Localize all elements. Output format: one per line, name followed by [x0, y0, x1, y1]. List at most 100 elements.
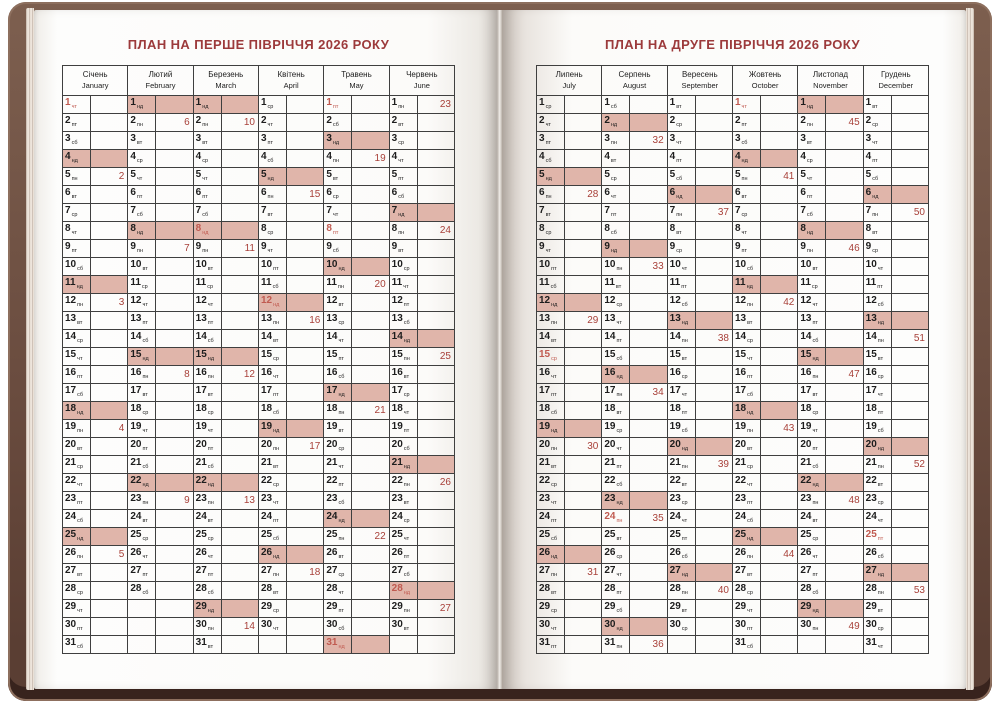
notes-area: [352, 600, 388, 617]
month-name-uk: Листопад: [812, 70, 849, 80]
day-cell: 12 пт: [388, 293, 456, 312]
day-cell: 17 сб: [731, 383, 799, 402]
weekday-abbr: сб: [681, 301, 688, 308]
day-label-area: 8 сб: [602, 222, 631, 239]
day-number: 1: [65, 97, 71, 108]
day-label-area: 4 пт: [668, 150, 696, 167]
weekday-abbr: вт: [747, 571, 753, 578]
day-cell: 13 вт: [61, 311, 129, 330]
day-label-area: 5 чт: [194, 168, 222, 185]
notes-area: 53: [892, 582, 928, 599]
day-cell: 2 вт: [388, 113, 456, 132]
weekday-abbr: пт: [676, 157, 682, 164]
notes-area: [287, 132, 323, 149]
weekday-abbr: пн: [202, 121, 209, 128]
day-label-area: 16 чт: [259, 366, 287, 383]
day-cell: 4 чт: [388, 149, 456, 168]
calendar-row: 25 сб 25 вт 25 пт 25 нд 25 ср 25 пт: [535, 527, 930, 546]
notes-area: 25: [418, 348, 454, 365]
day-cell: 4 сб: [257, 149, 325, 168]
notes-area: [222, 636, 258, 653]
weekday-abbr: вт: [403, 625, 410, 632]
weekday-abbr: пт: [207, 571, 214, 578]
day-number: 26: [734, 547, 747, 558]
day-label-area: 7 пн: [668, 204, 696, 221]
day-cell: 20 вт: [61, 437, 129, 456]
day-number: 22: [734, 475, 747, 486]
day-cell: 19 сб: [862, 419, 930, 438]
weekday-abbr: ср: [681, 373, 688, 380]
day-cell: 3 чт: [666, 131, 733, 150]
day-cell-sunday: 5 нд: [535, 167, 603, 186]
weekday-abbr: пт: [551, 265, 557, 272]
day-label-area: 2 пн: [194, 114, 222, 131]
notes-area: [761, 474, 797, 491]
weekday-abbr: ср: [403, 265, 410, 272]
notes-area: 4: [91, 420, 127, 437]
day-number: 12: [65, 295, 77, 306]
day-cell: 7 чт: [323, 203, 390, 222]
day-label-area: 15 вт: [864, 348, 892, 365]
day-label-area: 25 пт: [864, 528, 892, 545]
day-number: 23: [604, 493, 616, 504]
day-label-area: 20 чт: [602, 438, 631, 455]
weekday-abbr: пт: [551, 391, 557, 398]
weekday-abbr: сб: [142, 463, 149, 470]
weekday-abbr: сб: [142, 589, 149, 596]
notes-area: [222, 456, 258, 473]
day-number: 19: [604, 421, 616, 432]
weekday-abbr: ср: [141, 283, 148, 290]
day-cell: 5 пн 41: [731, 167, 799, 186]
week-number: 46: [848, 242, 860, 254]
day-cell: 7 вт: [535, 203, 603, 222]
day-cell: 12 пн 42: [731, 293, 799, 312]
day-number: 15: [391, 349, 403, 360]
notes-area: [91, 258, 127, 275]
day-cell: 4 вт: [601, 149, 668, 168]
notes-area: [287, 510, 323, 527]
calendar-table-second-half: Липень July Серпень August Вересень September…: [535, 65, 966, 654]
day-label-area: 26 пн: [733, 546, 761, 563]
notes-area: [565, 96, 601, 113]
day-cell-sunday: 19 нд: [257, 419, 325, 438]
notes-area: 18: [287, 564, 323, 581]
day-number: 4: [391, 151, 398, 162]
month-name-en: March: [215, 81, 237, 91]
day-cell: 21 ср: [61, 455, 129, 474]
weekday-abbr: пт: [747, 625, 753, 632]
notes-area: 21: [352, 402, 388, 419]
notes-area: [761, 456, 797, 473]
day-label-area: 8 ср: [537, 222, 565, 239]
notes-area: [630, 402, 666, 419]
day-cell: 6 пт: [192, 185, 259, 204]
notes-area: [418, 492, 454, 509]
weekday-abbr: пн: [616, 517, 623, 524]
notes-area: [696, 420, 732, 437]
weekday-abbr: вт: [338, 301, 344, 308]
month-name-uk: Квітень: [277, 70, 305, 80]
day-cell: 2 пт: [731, 113, 799, 132]
day-cell: 18 чт: [388, 401, 456, 420]
day-label-area: 24 ср: [390, 510, 418, 527]
day-cell: 2 пн 10: [192, 113, 259, 132]
notes-area: [91, 618, 127, 635]
notes-area: [352, 348, 388, 365]
day-label-area: 8 чт: [733, 222, 761, 239]
weekday-abbr: сб: [273, 535, 280, 542]
day-cell: 23 вт: [388, 491, 456, 510]
notes-area: 12: [222, 366, 258, 383]
day-number: 6: [326, 187, 332, 198]
week-number: 6: [184, 116, 190, 128]
notes-area: 39: [696, 456, 732, 473]
notes-area: [761, 384, 797, 401]
day-label-area: 19 чт: [798, 420, 827, 437]
weekday-abbr: сб: [77, 391, 84, 398]
day-number: 5: [865, 169, 872, 180]
day-cell: 30 ср: [666, 617, 733, 636]
day-label-area: 2 вт: [390, 114, 418, 131]
day-cell: 14 вт: [535, 329, 603, 348]
weekday-abbr: пн: [877, 337, 884, 344]
day-label-area: 28 сб: [128, 582, 157, 599]
day-label-area: 3 пт: [259, 132, 287, 149]
notes-area: [630, 438, 666, 455]
